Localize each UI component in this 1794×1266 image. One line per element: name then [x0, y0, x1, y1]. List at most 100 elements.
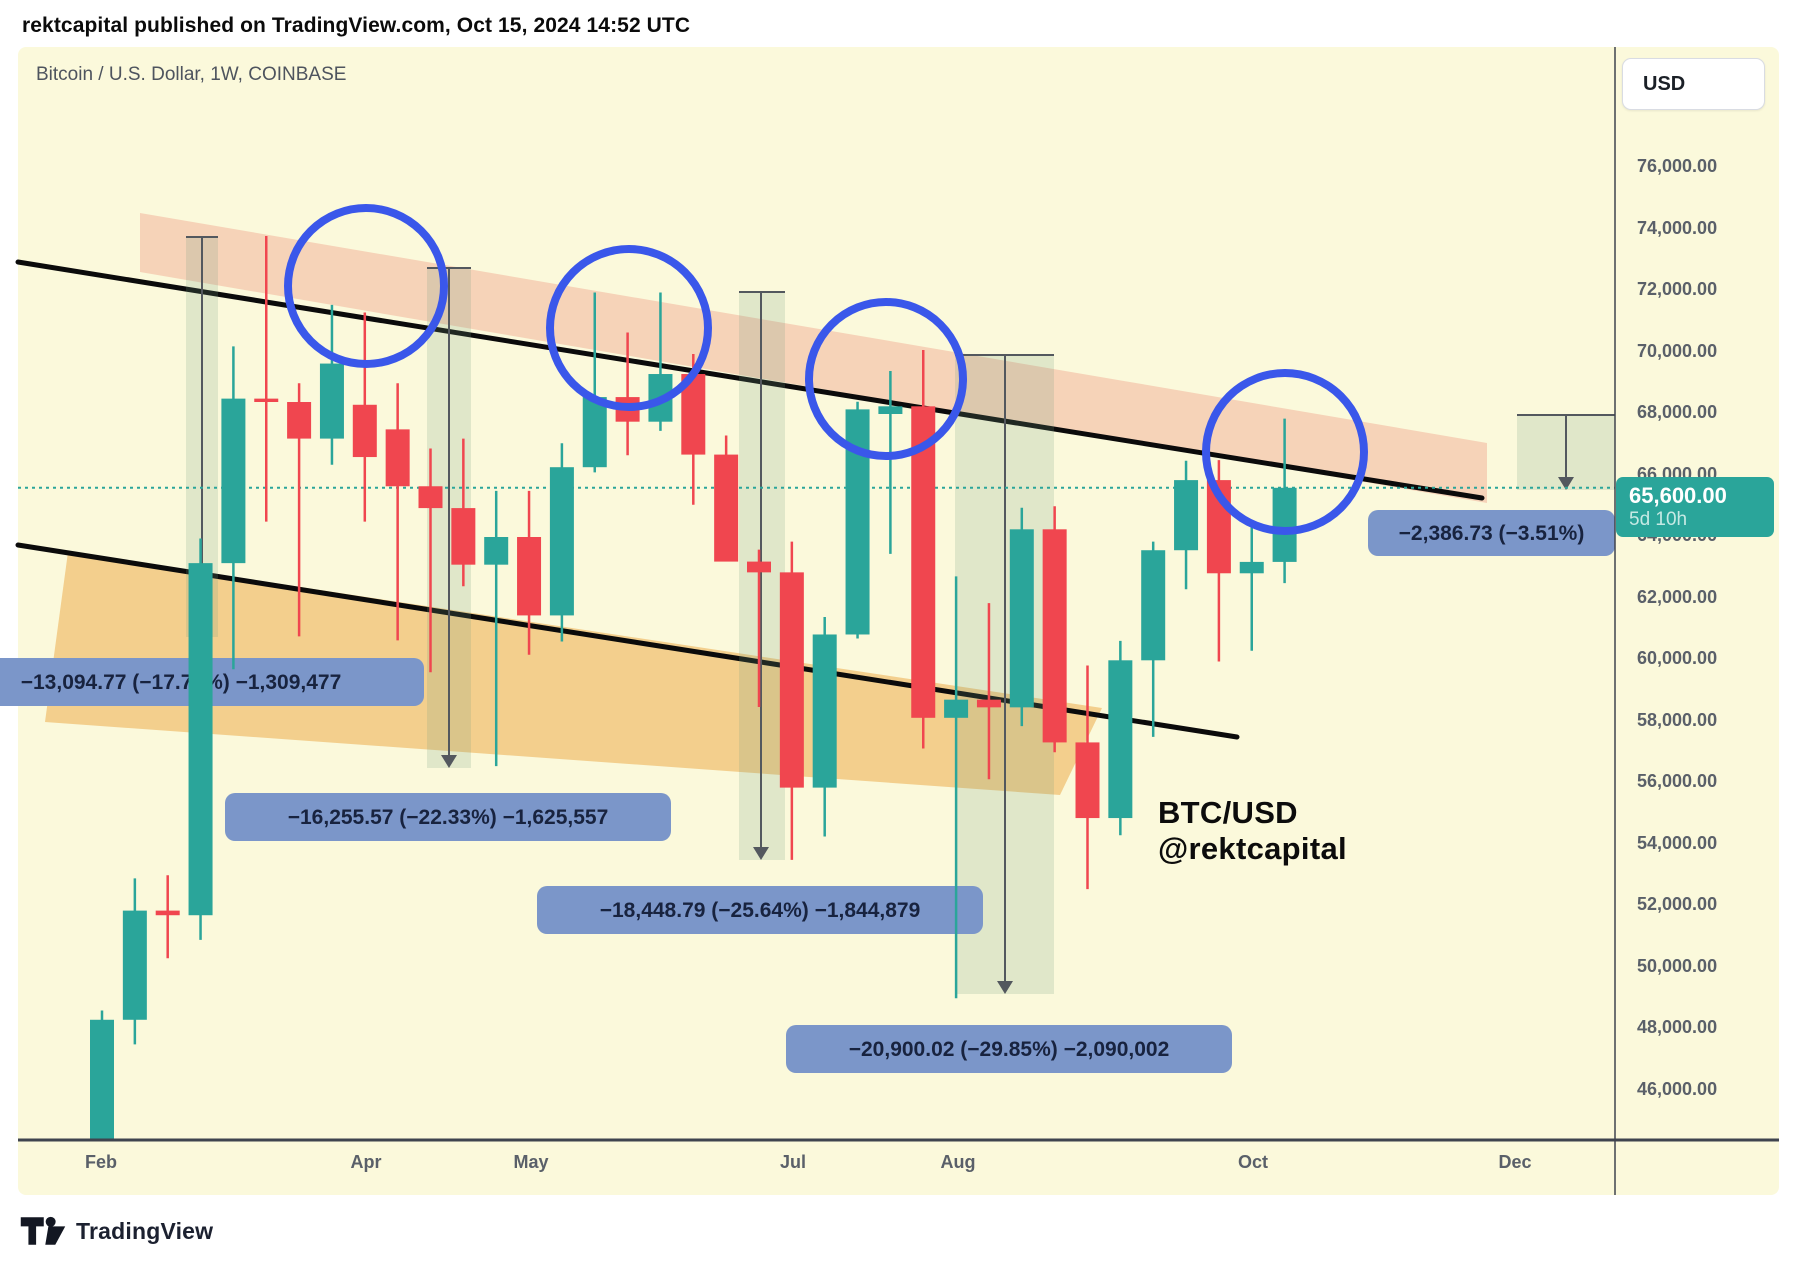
candle-body [122, 910, 147, 1020]
candle-countdown: 5d 10h [1629, 509, 1688, 530]
measurement-label-3[interactable]: −18,448.79 (−25.64%) −1,844,879 [537, 886, 983, 934]
measurement-label-4[interactable]: −20,900.02 (−29.85%) −2,090,002 [786, 1025, 1232, 1073]
price-tick-label: 60,000.00 [1637, 648, 1718, 668]
month-tick-label: Dec [1498, 1152, 1532, 1172]
candle-week-1[interactable] [122, 878, 147, 1045]
highlight-circle-2[interactable] [546, 245, 712, 411]
candle-body [747, 561, 771, 573]
candle-week-25[interactable] [911, 350, 936, 749]
price-tick-label: 68,000.00 [1637, 402, 1718, 422]
candle-week-5[interactable] [254, 235, 279, 522]
candle-week-21[interactable] [779, 541, 804, 860]
price-range-arrowhead [1558, 477, 1574, 490]
upper-trendline[interactable] [15, 259, 1485, 501]
highlight-circle-1[interactable] [284, 204, 448, 368]
candle-week-29[interactable] [1042, 506, 1067, 753]
candle-week-0[interactable] [90, 1010, 114, 1208]
measurement-label-text: −2,386.73 (−3.51%) [1399, 522, 1585, 545]
price-range-tool-5[interactable] [1517, 414, 1615, 490]
candle-body [1141, 550, 1166, 661]
month-tick-label: May [513, 1152, 549, 1172]
candle-week-12[interactable] [484, 490, 509, 767]
current-price-value: 65,600.00 [1629, 483, 1727, 508]
candle-week-6[interactable] [287, 383, 312, 637]
candle-week-27[interactable] [976, 603, 1001, 780]
candle-body [911, 406, 936, 718]
price-range-arrowhead [441, 755, 457, 768]
highlight-circle-4[interactable] [1202, 369, 1368, 535]
candle-body [779, 572, 804, 788]
candle-week-19[interactable] [714, 435, 739, 562]
candle-body [484, 537, 509, 565]
tradingview-footer: TradingView [20, 1212, 213, 1250]
price-range-arrowhead [997, 981, 1013, 994]
candle-week-3[interactable] [188, 538, 213, 940]
candle-week-23[interactable] [845, 401, 870, 639]
current-price-badge: 65,600.00 5d 10h [1616, 477, 1774, 537]
candle-week-7[interactable] [319, 304, 344, 465]
candle-week-20[interactable] [747, 549, 771, 708]
candle-week-15[interactable] [582, 292, 607, 473]
candle-week-31[interactable] [1108, 640, 1133, 836]
candle-week-4[interactable] [221, 346, 246, 670]
candle-body [418, 486, 443, 509]
support-band-tan[interactable] [45, 552, 1102, 795]
candle-week-24[interactable] [878, 370, 903, 554]
price-tick-label: 56,000.00 [1637, 771, 1718, 791]
candle-week-35[interactable] [1239, 522, 1264, 651]
candle-body [155, 910, 180, 916]
month-tick-label: Feb [84, 1152, 118, 1172]
symbol-title[interactable]: Bitcoin / U.S. Dollar, 1W, COINBASE [36, 64, 347, 85]
candle-week-10[interactable] [418, 448, 443, 673]
candle-body [451, 508, 476, 565]
candle-body [221, 398, 246, 564]
candle-week-9[interactable] [385, 383, 410, 641]
candle-body [517, 537, 542, 616]
candle-week-28[interactable] [1009, 507, 1034, 727]
candle-body [582, 397, 607, 468]
price-range-tool-3[interactable] [739, 291, 785, 860]
candle-week-33[interactable] [1174, 460, 1199, 590]
lower-trendline[interactable] [15, 542, 1240, 740]
price-tick-label: 50,000.00 [1637, 955, 1718, 976]
candle-week-22[interactable] [812, 616, 837, 837]
candle-week-11[interactable] [451, 438, 476, 587]
measurement-label-5[interactable]: −2,386.73 (−3.51%) [1368, 510, 1615, 556]
candle-week-32[interactable] [1141, 541, 1166, 737]
month-tick-label: Aug [940, 1152, 976, 1172]
candle-body [944, 699, 969, 718]
measurement-label-text: −18,448.79 (−25.64%) −1,844,879 [600, 899, 921, 922]
tradingview-logo-icon [20, 1216, 66, 1245]
candle-body [1075, 742, 1100, 819]
measurement-label-text: −13,094.77 (−17.74%) −1,309,477 [21, 671, 342, 694]
price-tick-label: 46,000.00 [1637, 1078, 1718, 1099]
candle-body [1272, 487, 1297, 562]
price-tick-label: 70,000.00 [1637, 340, 1718, 361]
candle-body [976, 699, 1001, 708]
price-tick-label: 74,000.00 [1637, 217, 1718, 238]
highlight-circle-3[interactable] [805, 298, 967, 460]
measurement-label-2[interactable]: −16,255.57 (−22.33%) −1,625,557 [225, 793, 671, 841]
candle-week-13[interactable] [517, 490, 542, 655]
price-tick-label: 58,000.00 [1637, 709, 1718, 730]
candle-week-30[interactable] [1075, 665, 1100, 890]
candle-week-36[interactable] [1272, 418, 1297, 584]
candle-week-26[interactable] [944, 576, 969, 999]
candle-body [287, 402, 312, 439]
measurement-label-text: −20,900.02 (−29.85%) −2,090,002 [849, 1038, 1170, 1061]
candle-week-2[interactable] [155, 875, 180, 959]
candle-body [1174, 480, 1199, 551]
watermark: BTC/USD @rektcapital [1158, 795, 1347, 867]
currency-toggle-button[interactable]: USD [1622, 58, 1765, 110]
price-tick-label: 72,000.00 [1637, 279, 1718, 299]
candle-body [812, 634, 837, 788]
watermark-handle: @rektcapital [1158, 831, 1347, 866]
candle-week-14[interactable] [549, 443, 574, 642]
candle-week-8[interactable] [352, 312, 377, 522]
price-tick-label: 48,000.00 [1637, 1017, 1718, 1037]
watermark-symbol: BTC/USD [1158, 795, 1298, 830]
candle-body [254, 398, 279, 403]
price-tick-label: 62,000.00 [1637, 586, 1718, 607]
